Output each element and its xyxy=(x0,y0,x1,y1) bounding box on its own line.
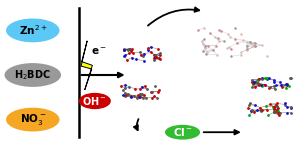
Ellipse shape xyxy=(6,19,60,42)
Text: OH$^-$: OH$^-$ xyxy=(82,95,107,107)
Text: NO$_3^-$: NO$_3^-$ xyxy=(20,112,46,127)
Ellipse shape xyxy=(165,125,200,140)
Ellipse shape xyxy=(6,108,60,131)
Text: Cl$^-$: Cl$^-$ xyxy=(173,126,192,138)
Polygon shape xyxy=(81,41,92,90)
Text: Zn$^{2+}$: Zn$^{2+}$ xyxy=(19,24,47,37)
Ellipse shape xyxy=(79,93,111,109)
Text: H$_2$BDC: H$_2$BDC xyxy=(14,68,51,82)
Ellipse shape xyxy=(5,63,61,87)
Text: e$^-$: e$^-$ xyxy=(91,46,107,57)
